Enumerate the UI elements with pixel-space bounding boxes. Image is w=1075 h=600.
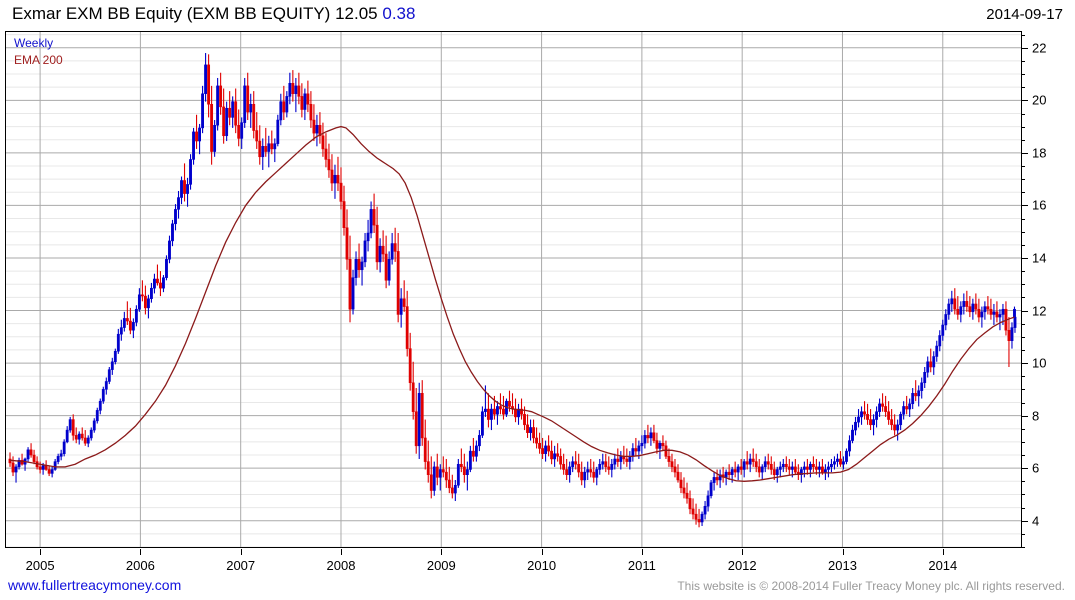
x-axis-label: 2005 [25,558,55,573]
chart-legend: Weekly EMA 200 [14,35,63,69]
y-axis-tick-minor [1022,323,1025,325]
y-axis-tick-minor [1022,428,1025,430]
last-price: 12.05 [335,4,378,23]
x-axis-tick [842,549,844,555]
y-axis-tick-major [1022,415,1028,417]
x-axis-tick [240,549,242,555]
y-axis-tick-major [1022,520,1028,522]
y-axis-tick-major [1022,100,1028,102]
y-axis-tick-major [1022,152,1028,154]
x-axis-tick [942,549,944,555]
y-axis-tick-major [1022,258,1028,259]
copyright-notice: This website is © 2008-2014 Fuller Treac… [677,579,1065,593]
chart-svg [6,32,1021,547]
y-axis-label: 8 [1032,408,1040,424]
x-axis-label: 2012 [727,558,757,573]
y-axis-tick-minor [1022,402,1025,404]
x-axis-label: 2011 [627,558,656,573]
y-axis-tick-minor [1022,481,1025,483]
x-axis-tick [641,549,643,555]
y-axis-tick-minor [1022,455,1025,456]
y-axis-tick-major [1022,363,1028,365]
x-axis-tick [140,549,142,555]
x-axis-label: 2008 [326,558,356,573]
y-axis-tick-minor [1022,192,1025,194]
y-axis-label: 20 [1032,92,1047,108]
grid-minor [6,34,1021,547]
y-axis-label: 10 [1032,355,1047,371]
y-axis-tick-minor [1022,34,1025,36]
y-axis-tick-minor [1022,271,1025,273]
y-axis-label: 4 [1032,513,1040,529]
ema-200-line [9,125,1015,482]
grid-vertical [39,32,944,547]
x-axis-label: 2014 [928,558,958,573]
y-axis-tick-major [1022,47,1028,49]
price-change: 0.38 [382,4,416,23]
y-axis-tick-minor [1022,533,1025,535]
chart-footer: www.fullertreacymoney.com This website i… [0,577,1075,600]
x-axis-tick [40,549,42,555]
as-of-date: 2014-09-17 [986,6,1063,23]
y-axis-label: 18 [1032,145,1047,161]
y-axis-label: 12 [1032,303,1047,318]
y-axis-tick-minor [1022,218,1025,220]
y-axis-tick-minor [1022,376,1025,378]
y-axis-tick-minor [1022,166,1025,167]
y-axis: 4 6 8 10 12 14 16 18 20 22 [1022,31,1075,548]
y-axis-tick-minor [1022,113,1025,115]
chart-header: Exmar EXM BB Equity (EXM BB EQUITY) 12.0… [0,0,1075,28]
instrument-name: Exmar EXM BB Equity (EXM BB EQUITY) [12,4,331,23]
y-axis-tick-minor [1022,139,1025,141]
y-axis-tick-major [1022,468,1028,470]
x-axis-label: 2010 [527,558,557,573]
y-axis-tick-minor [1022,441,1025,443]
y-axis-tick-minor [1022,126,1025,128]
y-axis-tick-minor [1022,60,1025,62]
y-axis-label: 16 [1032,197,1047,213]
y-axis-tick-minor [1022,547,1025,548]
y-axis-label: 6 [1032,460,1040,476]
y-axis-tick-minor [1022,349,1025,351]
x-axis-tick [341,549,342,555]
candlestick-series [8,53,1017,528]
page-title: Exmar EXM BB Equity (EXM BB EQUITY) 12.0… [12,4,415,24]
y-axis-tick-minor [1022,179,1025,181]
y-axis-tick-minor [1022,336,1025,338]
x-axis-tick [541,549,543,555]
y-axis-tick-minor [1022,507,1025,509]
y-axis-label: 14 [1032,250,1047,266]
x-axis-label: 2006 [125,558,155,573]
legend-item-weekly: Weekly [14,36,54,50]
x-axis-tick [742,549,744,555]
x-axis-label: 2013 [828,558,857,573]
y-axis-tick-minor [1022,244,1025,246]
x-axis-label: 2009 [426,558,456,573]
price-chart-plot-area[interactable]: Weekly EMA 200 [5,31,1022,548]
y-axis-tick-minor [1022,389,1025,391]
y-axis-tick-minor [1022,284,1025,286]
y-axis-tick-minor [1022,74,1025,75]
y-axis-tick-major [1022,310,1028,312]
y-axis-tick-major [1022,205,1028,207]
y-axis-tick-minor [1022,87,1025,89]
y-axis-tick-minor [1022,297,1025,299]
legend-item-ema200: EMA 200 [14,53,63,67]
y-axis-label: 22 [1032,40,1047,56]
grid-major [6,47,1021,522]
x-axis-tick [441,549,443,555]
y-axis-tick-minor [1022,231,1025,233]
x-axis-label: 2007 [226,558,256,573]
y-axis-tick-minor [1022,494,1025,496]
chart-canvas [6,32,1021,547]
x-axis: 2005 2006 2007 2008 2009 2010 2011 2012 2013 2014 [5,549,1022,575]
site-url[interactable]: www.fullertreacymoney.com [8,577,182,593]
